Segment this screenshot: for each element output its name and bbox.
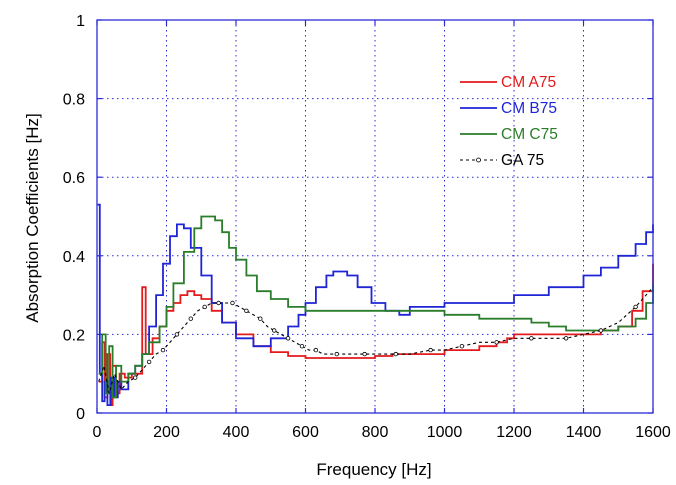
series-point-ga-75 xyxy=(230,300,235,306)
series-point-ga-75 xyxy=(202,304,207,310)
series-layer xyxy=(97,203,654,406)
series-point-ga-75 xyxy=(459,344,465,349)
legend-label-cm-b75: CM B75 xyxy=(501,100,557,117)
series-point-ga-75 xyxy=(244,308,249,313)
series-point-ga-75 xyxy=(428,347,433,353)
series-point-ga-75 xyxy=(132,375,138,380)
x-tick-label: 200 xyxy=(153,424,180,441)
series-point-ga-75 xyxy=(529,336,534,341)
series-point-ga-75 xyxy=(146,359,152,365)
x-axis-label: Frequency [Hz] xyxy=(316,460,431,479)
y-tick-label: 0.4 xyxy=(63,249,85,266)
series-point-ga-75 xyxy=(174,332,180,337)
series-line-ga-75 xyxy=(98,286,654,394)
series-point-ga-75 xyxy=(188,316,193,321)
series-point-ga-75 xyxy=(216,300,221,306)
tick-labels: 0 200 400 600 800 1000 1200 1400 1600 0 0.2 0.4 0.6 0… xyxy=(63,13,671,441)
series-point-ga-75 xyxy=(334,351,339,357)
y-tick-label: 0.8 xyxy=(63,92,85,109)
series-point-ga-75 xyxy=(272,328,277,333)
grid xyxy=(97,20,653,413)
x-tick-label: 400 xyxy=(223,424,250,441)
series-line-cm-b75 xyxy=(97,203,654,406)
series-line-cm-a75 xyxy=(98,263,654,406)
y-tick-label: 1 xyxy=(76,13,85,30)
series-point-ga-75 xyxy=(299,344,305,349)
series-point-ga-75 xyxy=(313,347,319,353)
series-point-ga-75 xyxy=(393,351,398,357)
x-tick-label: 1000 xyxy=(427,424,463,441)
y-tick-label: 0 xyxy=(76,406,85,423)
series-point-ga-75 xyxy=(362,351,367,357)
series-point-ga-75 xyxy=(598,328,604,333)
legend-label-cm-c75: CM C75 xyxy=(501,126,558,143)
y-axis-label: Absorption Coefficients [Hz] xyxy=(23,113,42,322)
x-tick-label: 1400 xyxy=(566,424,602,441)
x-tick-label: 600 xyxy=(292,424,319,441)
legend: CM A75 CM B75 CM C75 GA 75 xyxy=(460,74,558,169)
series-line-cm-c75 xyxy=(98,215,654,399)
y-tick-label: 0.6 xyxy=(63,170,85,187)
legend-label-cm-a75: CM A75 xyxy=(501,74,556,91)
series-point-ga-75 xyxy=(494,340,499,345)
series-point-ga-75 xyxy=(160,347,166,353)
x-tick-label: 1600 xyxy=(635,424,671,441)
series-point-ga-75 xyxy=(258,316,263,321)
x-tick-label: 1200 xyxy=(496,424,532,441)
x-tick-label: 800 xyxy=(362,424,389,441)
legend-label-ga-75: GA 75 xyxy=(501,152,544,169)
series-point-ga-75 xyxy=(285,336,291,341)
ticks xyxy=(96,19,654,414)
series-point-ga-75 xyxy=(563,336,569,341)
series-point-ga-75 xyxy=(633,304,638,310)
legend-marker-ga-75 xyxy=(476,157,481,163)
y-tick-label: 0.2 xyxy=(63,327,85,344)
x-tick-label: 0 xyxy=(93,424,102,441)
